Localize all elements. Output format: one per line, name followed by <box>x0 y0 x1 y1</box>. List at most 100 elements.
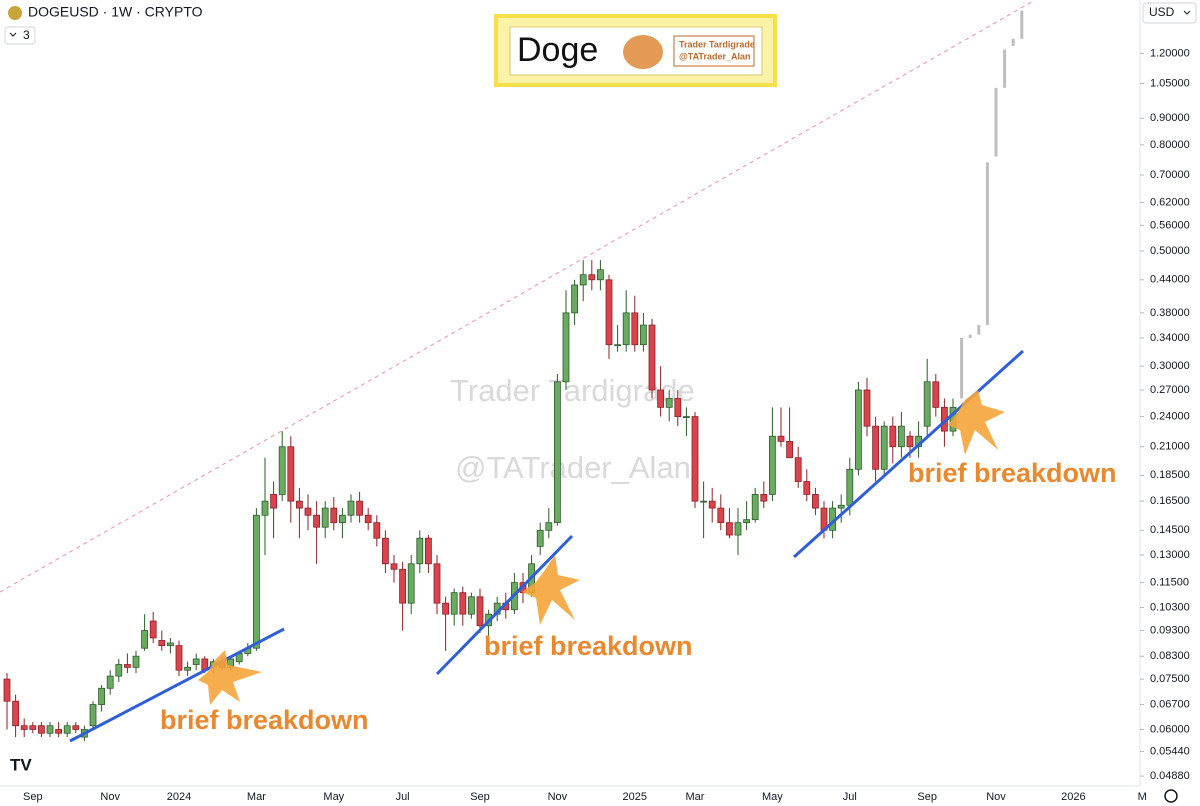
candle-body <box>855 389 862 470</box>
candle-body <box>132 655 140 668</box>
currency: USD <box>1149 5 1175 19</box>
candle-body <box>416 537 424 565</box>
candle-body <box>554 381 561 524</box>
candle-body <box>356 500 364 516</box>
currency-button[interactable] <box>1142 2 1197 24</box>
candle-body <box>106 675 114 689</box>
candle-body <box>287 446 295 502</box>
channel-line <box>0 0 1036 593</box>
candle-body <box>932 381 940 408</box>
logo-line: Trader Tardigrade <box>679 39 755 49</box>
projection-bar <box>985 162 989 326</box>
candle-body <box>149 620 157 639</box>
candle-body <box>588 274 596 281</box>
candle-body <box>141 630 149 649</box>
candle-body <box>304 507 312 516</box>
candle-body <box>467 596 475 615</box>
candle-body <box>158 640 166 646</box>
logo-tag <box>673 35 755 67</box>
candle-body <box>872 425 879 470</box>
candle-body <box>313 514 321 528</box>
candle-body <box>562 312 570 383</box>
candle-body <box>347 500 355 516</box>
y-tick-label: 1.20000 <box>1150 47 1190 59</box>
candle-body <box>364 514 372 524</box>
y-tick-label: 0.44000 <box>1150 274 1190 286</box>
annotation: brief breakdown <box>484 631 693 661</box>
candle-body <box>72 725 80 730</box>
candle-body <box>166 642 174 646</box>
burst-group <box>198 390 1005 705</box>
candle-body <box>863 389 871 427</box>
annotation: brief breakdown <box>160 705 369 735</box>
x-tick-label: Nov <box>986 791 1006 803</box>
y-tick-label: 0.24000 <box>1150 410 1190 422</box>
candle-body <box>614 344 621 347</box>
y-tick-label: 0.14500 <box>1150 524 1190 536</box>
projection-bar <box>1020 10 1024 39</box>
candle-body <box>184 666 192 671</box>
trendline <box>69 627 285 743</box>
x-tick-label: 2026 <box>1061 791 1085 803</box>
x-tick-label: M <box>1138 791 1147 803</box>
burst <box>522 555 580 625</box>
candle-body <box>38 725 45 734</box>
candle-body <box>837 504 845 509</box>
candle-body <box>459 592 467 615</box>
candle-body <box>278 446 286 495</box>
candle-body <box>536 529 544 547</box>
candle-body <box>476 596 484 627</box>
y-tick-label: 0.38000 <box>1150 307 1190 319</box>
candle-body <box>665 398 673 408</box>
candle-body <box>786 441 793 459</box>
indicator-toggle[interactable] <box>4 26 36 45</box>
candle-body <box>3 678 11 702</box>
x-tick-label: May <box>762 791 783 803</box>
candle-body <box>631 312 639 346</box>
candle-body <box>270 494 278 509</box>
y-tick-label: 0.80000 <box>1150 139 1190 151</box>
candle-body <box>12 700 20 727</box>
symbol: DOGEUSD · 1W · CRYPTO <box>28 4 203 20</box>
settings-icon[interactable] <box>1164 789 1178 803</box>
y-tick-label: 0.90000 <box>1150 112 1190 124</box>
candle-body <box>433 563 441 604</box>
y-tick-label: 0.08300 <box>1150 650 1190 662</box>
x-tick-label: Mar <box>247 791 266 803</box>
candle-body <box>906 435 914 448</box>
candle-body <box>898 425 905 448</box>
candle-body <box>889 425 897 448</box>
y-tick-label: 0.50000 <box>1150 245 1190 257</box>
y-tick-label: 0.70000 <box>1150 169 1190 181</box>
trendline <box>435 534 574 676</box>
candle-body <box>657 389 664 408</box>
projection-bar <box>977 325 981 335</box>
candle-body <box>812 494 819 509</box>
candle-body <box>597 269 604 281</box>
candle-body <box>923 381 931 427</box>
plot <box>3 10 1024 742</box>
indicator-count: 3 <box>23 28 30 42</box>
candle-body <box>89 704 97 727</box>
candle-body <box>708 500 716 509</box>
candle-body <box>399 568 407 604</box>
candle-body <box>381 537 389 565</box>
candle-body <box>648 324 656 391</box>
x-tick-label: Sep <box>917 791 937 803</box>
projection-bar <box>994 87 998 157</box>
y-tick-label: 0.07500 <box>1150 673 1190 685</box>
burst <box>948 390 1005 455</box>
candle-body <box>175 645 183 671</box>
watermark: @TATrader_Alan <box>455 450 691 485</box>
x-tick-label: Sep <box>470 791 490 803</box>
trendline <box>792 349 1025 559</box>
projection-bar <box>960 337 964 399</box>
candle-body <box>252 514 260 649</box>
annotation: brief breakdown <box>908 458 1117 488</box>
x-tick-label: May <box>323 791 344 803</box>
candle-body <box>63 725 71 734</box>
candle-body <box>407 563 415 604</box>
candle-body <box>691 416 699 502</box>
logo-line: @TATrader_Alan <box>679 51 750 61</box>
